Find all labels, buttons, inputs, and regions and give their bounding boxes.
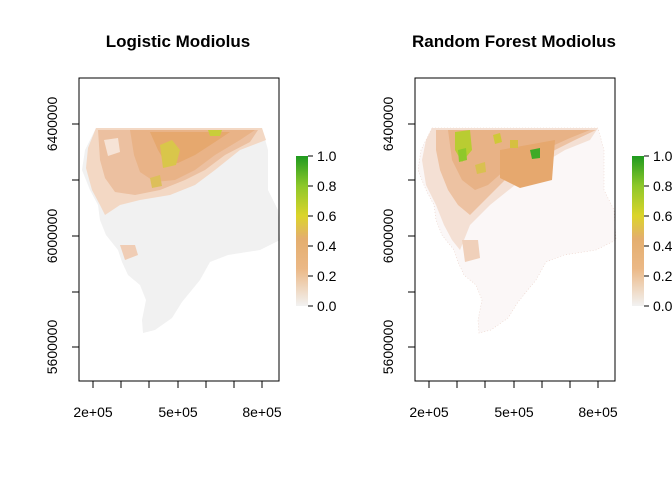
color-legend: 0.0 0.2 0.4 0.6 0.8 1.0	[632, 148, 672, 314]
chart-title: Logistic Modiolus	[106, 32, 251, 51]
raster-map	[82, 128, 280, 333]
colorbar	[632, 156, 644, 306]
legend-label: 1.0	[653, 148, 672, 164]
x-tick-label: 5e+05	[494, 404, 534, 420]
legend-label: 0.8	[317, 178, 337, 194]
panel-logistic: Logistic Modiolus 2e+05	[44, 32, 337, 420]
x-tick-label: 8e+05	[242, 404, 282, 420]
y-tick-label: 6000000	[380, 209, 396, 264]
legend-label: 0.2	[653, 268, 672, 284]
x-tick-label: 8e+05	[578, 404, 618, 420]
legend-label: 1.0	[317, 148, 337, 164]
color-legend: 0.0 0.2 0.4 0.6 0.8 1.0	[296, 148, 337, 314]
chart-title: Random Forest Modiolus	[412, 32, 616, 51]
legend-label: 0.8	[653, 178, 672, 194]
x-axis: 2e+05 5e+05 8e+05	[409, 381, 618, 420]
x-tick-label: 2e+05	[73, 404, 113, 420]
x-tick-label: 2e+05	[409, 404, 449, 420]
legend-label: 0.0	[653, 298, 672, 314]
colorbar	[296, 156, 308, 306]
legend-label: 0.6	[653, 208, 672, 224]
x-axis: 2e+05 5e+05 8e+05	[73, 381, 282, 420]
panel-random-forest: Random Forest Modiolus 2e+05	[380, 32, 672, 420]
y-tick-label: 6000000	[44, 209, 60, 264]
y-axis: 6400000 6000000 5600000	[44, 97, 79, 375]
legend-label: 0.6	[317, 208, 337, 224]
y-tick-label: 6400000	[44, 97, 60, 152]
raster-map	[418, 128, 616, 333]
y-tick-label: 5600000	[44, 320, 60, 375]
legend-label: 0.4	[317, 238, 337, 254]
legend-label: 0.2	[317, 268, 337, 284]
legend-label: 0.4	[653, 238, 672, 254]
y-tick-label: 5600000	[380, 320, 396, 375]
legend-label: 0.0	[317, 298, 337, 314]
y-axis: 6400000 6000000 5600000	[380, 97, 415, 375]
x-tick-label: 5e+05	[158, 404, 198, 420]
y-tick-label: 6400000	[380, 97, 396, 152]
